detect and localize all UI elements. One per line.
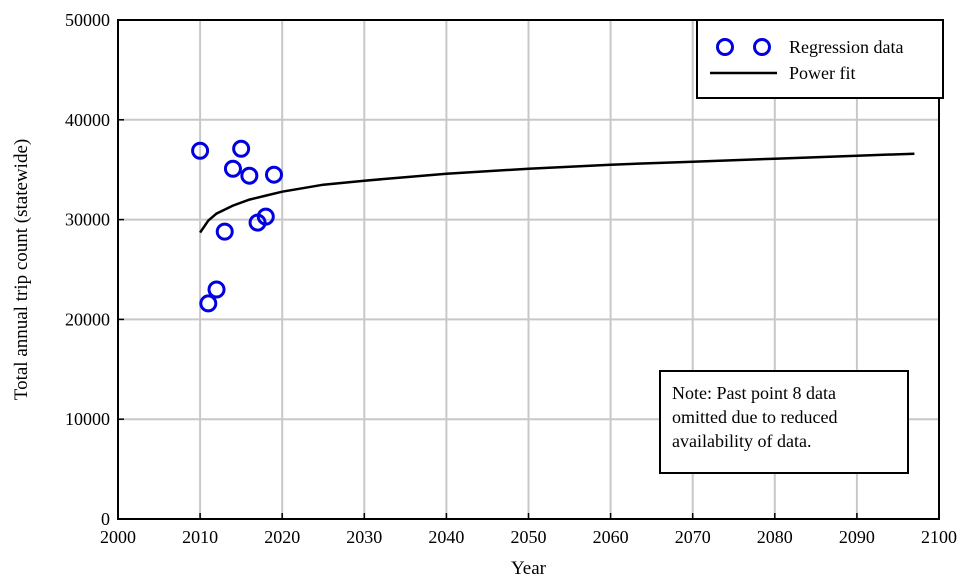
y-tick-label: 30000 <box>65 210 110 230</box>
y-tick-label: 50000 <box>65 10 110 30</box>
y-tick-label: 20000 <box>65 309 110 329</box>
note-annotation: Note: Past point 8 data omitted due to r… <box>659 370 909 474</box>
y-tick-label: 0 <box>101 509 110 529</box>
legend: Regression data Power fit <box>696 19 944 99</box>
x-tick-label: 2080 <box>757 527 793 547</box>
x-tick-label: 2000 <box>100 527 136 547</box>
y-tick-label: 10000 <box>65 409 110 429</box>
power-fit-line <box>199 152 915 234</box>
data-point <box>240 166 259 185</box>
x-tick-label: 2040 <box>428 527 464 547</box>
data-point <box>264 165 283 184</box>
x-tick-label: 2090 <box>839 527 875 547</box>
x-tick-label: 2010 <box>182 527 218 547</box>
data-point <box>191 141 210 160</box>
power-fit-series <box>199 152 915 234</box>
note-text-line: Note: Past point 8 data <box>672 383 836 403</box>
x-axis-label: Year <box>511 558 547 579</box>
note-text-line: omitted due to reduced <box>672 407 837 427</box>
note-text-line: availability of data. <box>672 431 811 451</box>
legend-label-power-fit: Power fit <box>789 63 856 83</box>
y-axis-label: Total annual trip count (statewide) <box>11 139 32 400</box>
plot-frame <box>117 19 940 520</box>
data-point <box>215 222 234 241</box>
note-box <box>659 370 909 474</box>
x-tick-label: 2020 <box>264 527 300 547</box>
x-tick-label: 2100 <box>921 527 957 547</box>
x-tick-label: 2050 <box>511 527 547 547</box>
x-axis-ticks: 2000 2010 2020 2030 2040 2050 2060 2070 2080 2090… <box>100 513 957 547</box>
x-tick-label: 2070 <box>675 527 711 547</box>
regression-data-series <box>191 139 283 313</box>
data-point <box>207 280 226 299</box>
legend-marker-regression-data <box>716 38 734 56</box>
y-tick-label: 40000 <box>65 110 110 130</box>
data-point <box>232 139 251 158</box>
legend-marker-regression-data <box>753 38 771 56</box>
x-tick-label: 2060 <box>593 527 629 547</box>
data-point <box>199 294 218 313</box>
legend-label-regression-data: Regression data <box>789 37 903 57</box>
data-point <box>256 207 275 226</box>
data-point <box>223 159 242 178</box>
legend-box <box>696 19 944 99</box>
x-tick-label: 2030 <box>346 527 382 547</box>
y-axis-ticks: 0 10000 20000 30000 40000 50000 <box>65 10 124 529</box>
